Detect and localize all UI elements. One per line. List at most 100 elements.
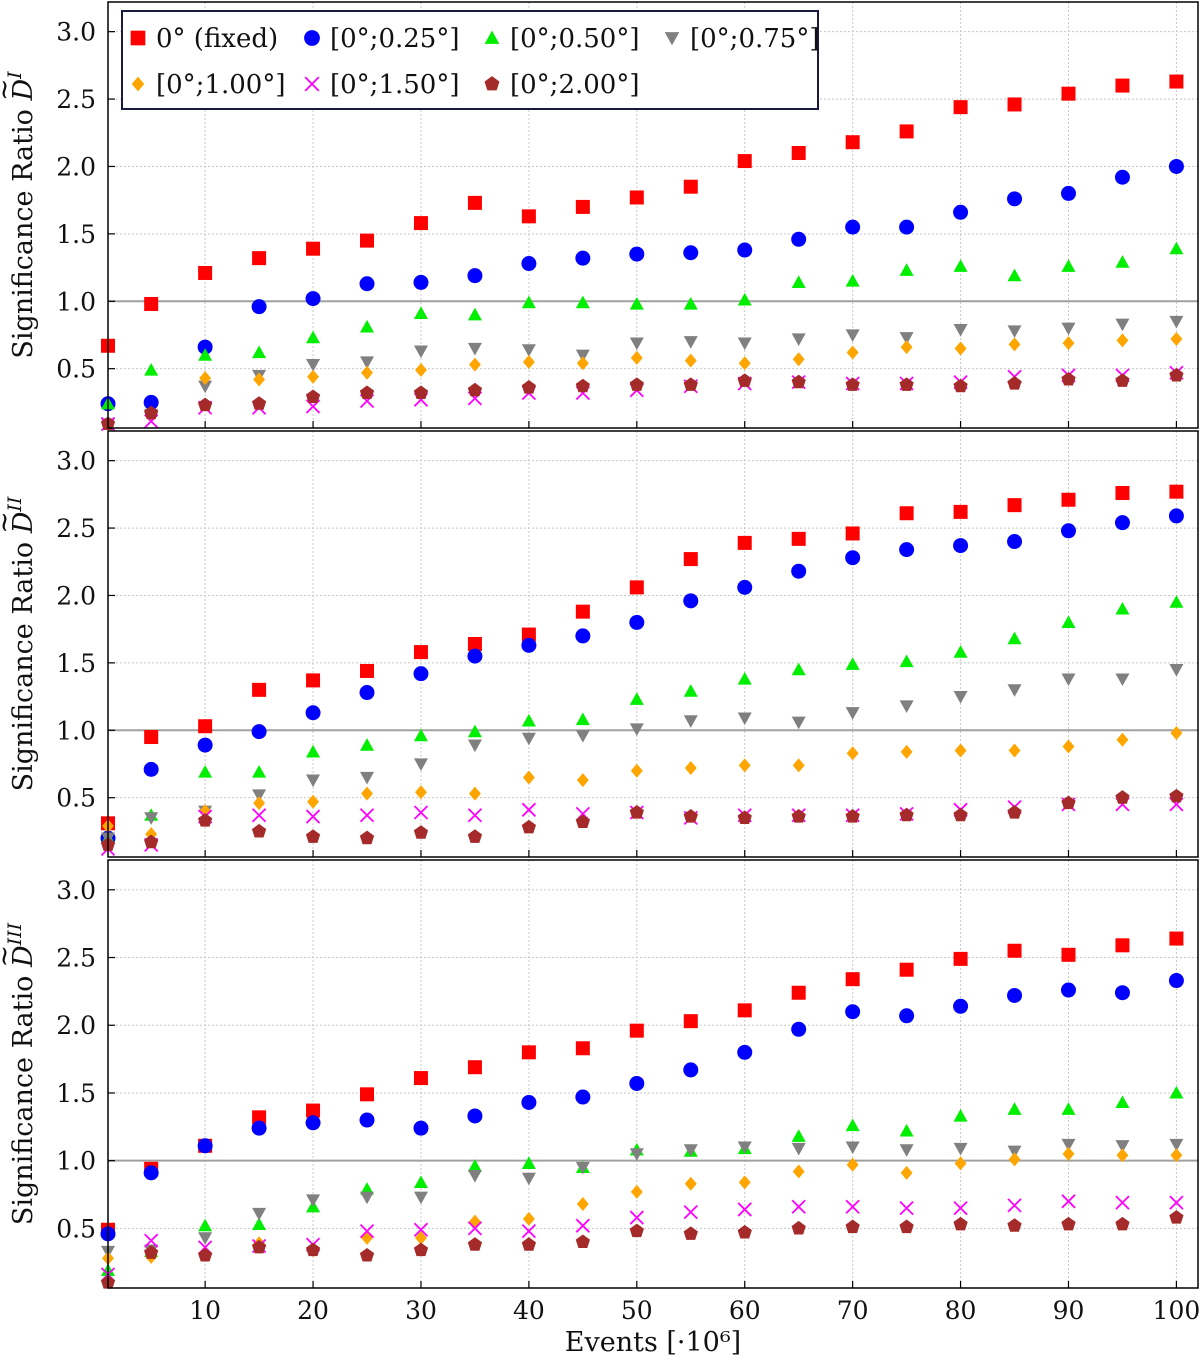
data-point xyxy=(1008,743,1021,758)
data-point xyxy=(305,1242,321,1257)
data-point xyxy=(576,1197,589,1212)
data-point xyxy=(305,809,321,824)
data-point xyxy=(683,809,698,823)
data-point xyxy=(684,761,697,776)
data-point xyxy=(737,672,752,685)
x-axis-label: Events [·10⁶] xyxy=(565,1327,741,1358)
series-3 xyxy=(101,595,1184,844)
data-point xyxy=(1007,191,1023,207)
legend-marker xyxy=(484,30,500,44)
series-6 xyxy=(100,1194,1184,1282)
data-point xyxy=(413,825,429,839)
data-point xyxy=(1116,333,1129,348)
data-point xyxy=(360,319,375,333)
data-point xyxy=(629,296,644,310)
legend-box xyxy=(121,10,819,110)
data-point xyxy=(467,307,482,321)
data-point xyxy=(251,724,267,740)
data-point xyxy=(899,700,914,714)
data-point xyxy=(791,563,807,579)
data-point xyxy=(953,645,968,658)
data-point xyxy=(521,344,536,357)
y-tick-label: 1.5 xyxy=(56,220,96,249)
data-point xyxy=(737,292,752,306)
data-point xyxy=(683,377,698,391)
data-point xyxy=(522,770,535,785)
data-point xyxy=(1115,1216,1130,1231)
legend-entry: 0° (fixed) xyxy=(130,24,278,54)
data-point xyxy=(737,1224,752,1239)
data-point xyxy=(413,1175,428,1188)
y-tick-label: 2.5 xyxy=(56,944,96,973)
data-point xyxy=(791,333,806,347)
data-point xyxy=(845,219,861,235)
data-point xyxy=(1114,985,1130,1001)
data-point xyxy=(413,1120,429,1136)
tilde-accent: ~ xyxy=(0,511,20,534)
data-point xyxy=(683,593,699,609)
x-tick-label: 10 xyxy=(189,1296,221,1325)
data-point xyxy=(413,728,428,742)
data-point xyxy=(199,371,212,386)
data-point xyxy=(252,789,267,802)
data-point xyxy=(1007,987,1023,1003)
data-point xyxy=(1061,1138,1076,1152)
data-point xyxy=(1115,486,1130,501)
data-point xyxy=(737,810,752,824)
y-tick-label: 2.0 xyxy=(56,152,96,181)
data-point xyxy=(845,1118,860,1132)
y-axis-label: Significance Ratio DII xyxy=(4,496,39,791)
data-point xyxy=(845,1199,860,1214)
data-point xyxy=(1116,732,1129,747)
data-point xyxy=(1169,74,1184,89)
data-point xyxy=(899,654,914,668)
data-point xyxy=(900,744,913,759)
data-point xyxy=(306,1194,321,1207)
data-point xyxy=(359,385,375,400)
data-point xyxy=(630,1184,643,1199)
data-point xyxy=(575,814,590,829)
panel-frame xyxy=(107,859,1199,1289)
y-axis-label: Significance Ratio DIII xyxy=(4,922,39,1225)
data-point xyxy=(1061,1102,1076,1115)
data-point xyxy=(629,1023,644,1038)
panel-1: 0.5 1.0 1.5 2.0 2.5 3.0 Significance Ratio DI~ xyxy=(0,1,1199,432)
data-point xyxy=(1168,508,1184,524)
legend-entry: [0°;1.50°] xyxy=(304,70,459,100)
data-point xyxy=(415,363,427,378)
data-point xyxy=(197,737,213,753)
series-5 xyxy=(102,332,1183,431)
data-point xyxy=(575,378,590,393)
y-tick-label: 0.5 xyxy=(56,355,96,384)
data-point xyxy=(953,1216,968,1231)
data-point xyxy=(899,506,914,521)
data-point xyxy=(1169,1195,1184,1210)
data-point xyxy=(845,1141,860,1155)
data-point xyxy=(1007,534,1023,550)
data-point xyxy=(1061,322,1076,336)
data-point xyxy=(144,730,159,745)
data-point xyxy=(1169,241,1184,255)
legend-marker xyxy=(304,76,320,92)
series-7 xyxy=(100,367,1184,431)
data-point xyxy=(1115,373,1130,387)
data-point xyxy=(629,1075,645,1091)
data-point xyxy=(522,354,535,369)
data-point xyxy=(413,345,428,359)
series-7 xyxy=(100,1210,1184,1289)
data-point xyxy=(575,199,590,214)
series-1 xyxy=(101,74,1184,353)
data-point xyxy=(953,807,968,822)
data-point xyxy=(845,377,860,391)
data-point xyxy=(1062,1146,1075,1161)
x-tick-label: 40 xyxy=(513,1296,545,1325)
data-point xyxy=(251,299,267,315)
data-point xyxy=(791,662,806,676)
data-point xyxy=(1170,725,1183,740)
data-point xyxy=(737,337,752,351)
data-point xyxy=(359,1223,375,1239)
x-tick-label: 70 xyxy=(837,1296,869,1325)
series-2 xyxy=(100,158,1184,412)
data-point xyxy=(521,209,536,224)
data-point xyxy=(575,1234,590,1249)
